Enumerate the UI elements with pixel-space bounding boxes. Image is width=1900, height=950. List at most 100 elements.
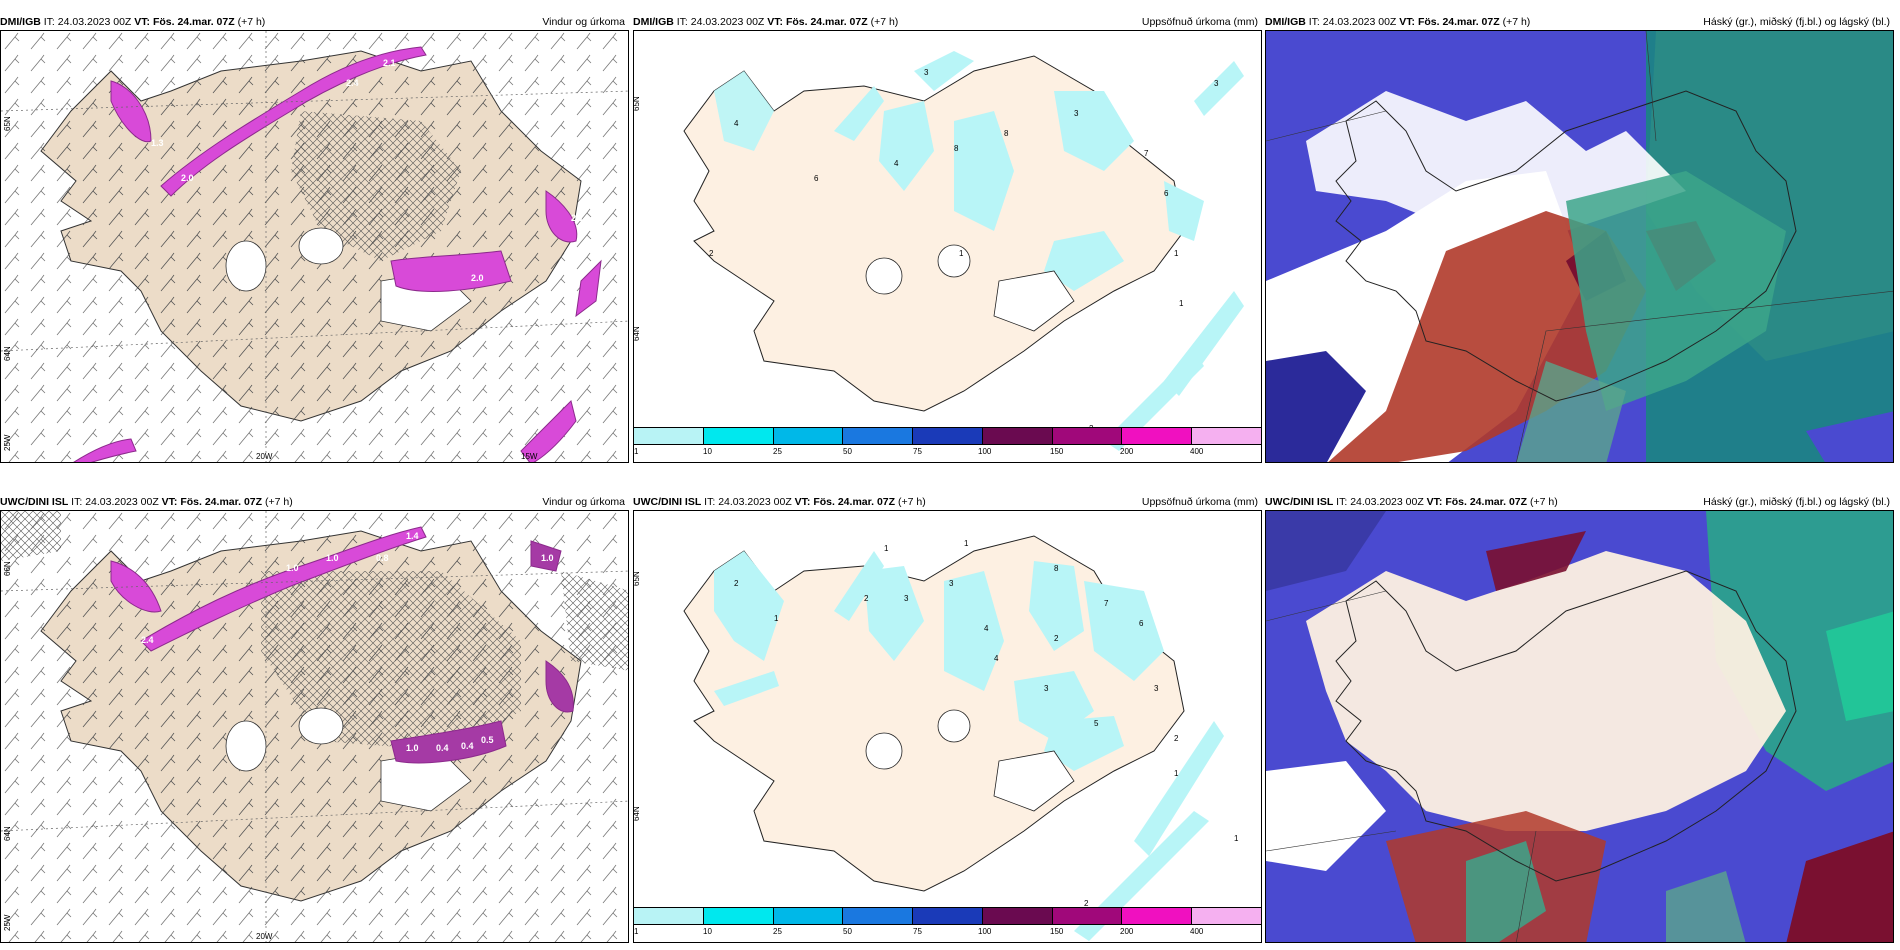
valid-time-label: VT: — [1399, 16, 1416, 28]
colorbar-swatch — [843, 908, 914, 924]
wind-precip-map[interactable]: 2.4 2.1 1.3 2.0 2.1 2.0 65N 64N 25W 20W … — [0, 30, 629, 463]
amount-label: 1 — [964, 539, 969, 548]
colorbar-swatch — [773, 908, 844, 924]
colorbar-swatch — [913, 908, 983, 924]
colorbar-swatch — [703, 428, 774, 444]
lat-label: 64N — [633, 806, 641, 821]
amount-label: 4 — [984, 624, 989, 633]
panel-header: DMI/IGB IT: 24.03.2023 00Z VT: Fös. 24.m… — [633, 14, 1262, 30]
product-title: Háský (gr.), miðský (fj.bl.) og lágský (… — [1703, 496, 1890, 508]
model-name: DMI/IGB — [1265, 16, 1306, 28]
amount-label: 6 — [1139, 619, 1144, 628]
panel-header: UWC/DINI ISL IT: 24.03.2023 00Z VT: Fös.… — [0, 494, 629, 510]
valid-time: Fös. 24.mar. 07Z — [1417, 16, 1500, 28]
lead-time: (+7 h) — [897, 496, 926, 508]
accum-precip-map[interactable]: 1 1 2 1 2 3 3 4 2 7 8 6 3 4 5 3 2 2 1 1 — [633, 510, 1262, 943]
contour-label: 1.0 — [326, 553, 339, 563]
iceland-landmass — [683, 55, 1185, 412]
colorbar-tick: 200 — [1120, 447, 1134, 456]
amount-label: 3 — [1214, 79, 1219, 88]
amount-label: 2 — [864, 594, 869, 603]
colorbar-swatch — [843, 428, 914, 444]
amount-label: 3 — [1044, 684, 1049, 693]
colorbar-tick: 75 — [913, 447, 922, 456]
amount-label: 1 — [1234, 834, 1239, 843]
contour-label: 1.0 — [286, 563, 299, 573]
colorbar-tick: 25 — [773, 447, 782, 456]
model-name: UWC/DINI ISL — [633, 496, 702, 508]
contour-label: 1.0 — [406, 743, 419, 753]
colorbar-tick: 75 — [913, 927, 922, 936]
amount-label: 5 — [1094, 719, 1099, 728]
colorbar-swatch — [1052, 908, 1123, 924]
colorbar-tick: 150 — [1050, 927, 1064, 936]
amount-label: 2 — [1084, 899, 1089, 908]
colorbar-tick: 10 — [703, 927, 712, 936]
panel-header: DMI/IGB IT: 24.03.2023 00Z VT: Fös. 24.m… — [0, 14, 629, 30]
valid-time: Fös. 24.mar. 07Z — [813, 496, 896, 508]
colorbar-swatch — [634, 908, 704, 924]
amount-label: 3 — [1154, 684, 1159, 693]
init-time: 24.03.2023 00Z — [1350, 496, 1424, 508]
amount-label: 4 — [734, 119, 739, 128]
lat-label: 65N — [633, 96, 641, 111]
amount-label: 8 — [1004, 129, 1009, 138]
amount-label: 4 — [894, 159, 899, 168]
valid-time-label: VT: — [161, 496, 178, 508]
map-canvas: 2.4 2.1 1.3 2.0 2.1 2.0 — [1, 31, 628, 462]
contour-label: 1.3 — [151, 138, 164, 148]
precip-colorbar — [633, 427, 1262, 445]
valid-time: Fös. 24.mar. 07Z — [180, 496, 263, 508]
panel-header: DMI/IGB IT: 24.03.2023 00Z VT: Fös. 24.m… — [1265, 14, 1894, 30]
colorbar-tick: 400 — [1190, 927, 1204, 936]
colorbar-swatch — [1192, 908, 1262, 924]
lead-time: (+7 h) — [1502, 16, 1531, 28]
contour-label: 1.0 — [541, 553, 554, 563]
map-canvas: 1.4 1.0 1.0 0.8 1.0 2.4 1.0 0.4 0.4 0.5 — [1, 511, 628, 942]
amount-label: 7 — [1144, 149, 1149, 158]
init-time: 24.03.2023 00Z — [718, 496, 792, 508]
amount-label: 7 — [1104, 599, 1109, 608]
init-time-label: IT: — [1336, 496, 1348, 508]
product-title: Háský (gr.), miðský (fj.bl.) og lágský (… — [1703, 16, 1890, 28]
contour-label: 2.0 — [471, 273, 484, 283]
valid-time: Fös. 24.mar. 07Z — [152, 16, 235, 28]
amount-label: 2 — [709, 249, 714, 258]
accum-precip-map[interactable]: 3 4 8 8 3 7 6 6 4 1 1 1 2 3 2 65N 64N — [633, 30, 1262, 463]
lat-label: 64N — [3, 826, 12, 841]
init-time-label: IT: — [676, 16, 688, 28]
colorbar-swatch — [1122, 908, 1193, 924]
product-title: Vindur og úrkoma — [542, 16, 625, 28]
colorbar-swatch — [634, 428, 704, 444]
panel-dmi-accum: DMI/IGB IT: 24.03.2023 00Z VT: Fös. 24.m… — [633, 14, 1262, 463]
lead-time: (+7 h) — [264, 496, 293, 508]
wind-precip-map[interactable]: 1.4 1.0 1.0 0.8 1.0 2.4 1.0 0.4 0.4 0.5 … — [0, 510, 629, 943]
init-time-label: IT: — [71, 496, 83, 508]
contour-label: 0.5 — [481, 735, 494, 745]
lat-label: 64N — [3, 346, 12, 361]
panel-uwc-clouds: UWC/DINI ISL IT: 24.03.2023 00Z VT: Fös.… — [1265, 494, 1894, 943]
init-time-label: IT: — [704, 496, 716, 508]
colorbar-swatch — [1192, 428, 1262, 444]
colorbar-swatch — [1122, 428, 1193, 444]
amount-label: 6 — [1164, 189, 1169, 198]
colorbar-swatch — [982, 428, 1053, 444]
contour-label: 2.0 — [181, 173, 194, 183]
colorbar-swatch — [1052, 428, 1123, 444]
amount-label: 3 — [904, 594, 909, 603]
amount-label: 1 — [884, 544, 889, 553]
valid-time: Fös. 24.mar. 07Z — [1445, 496, 1528, 508]
lon-label: 15W — [521, 452, 538, 461]
colorbar-tick: 150 — [1050, 447, 1064, 456]
product-title: Uppsöfnuð úrkoma (mm) — [1141, 16, 1258, 28]
colorbar-tick: 50 — [843, 927, 852, 936]
colorbar-tick: 10 — [703, 447, 712, 456]
cloud-cover-map[interactable] — [1265, 30, 1894, 463]
lat-label: 64N — [633, 326, 641, 341]
contour-label: 0.4 — [461, 741, 474, 751]
valid-time-label: VT: — [767, 16, 784, 28]
precip-band — [140, 526, 427, 652]
cloud-cover-map[interactable] — [1265, 510, 1894, 943]
lon-label: 25W — [3, 434, 12, 451]
amount-label: 2 — [1174, 734, 1179, 743]
